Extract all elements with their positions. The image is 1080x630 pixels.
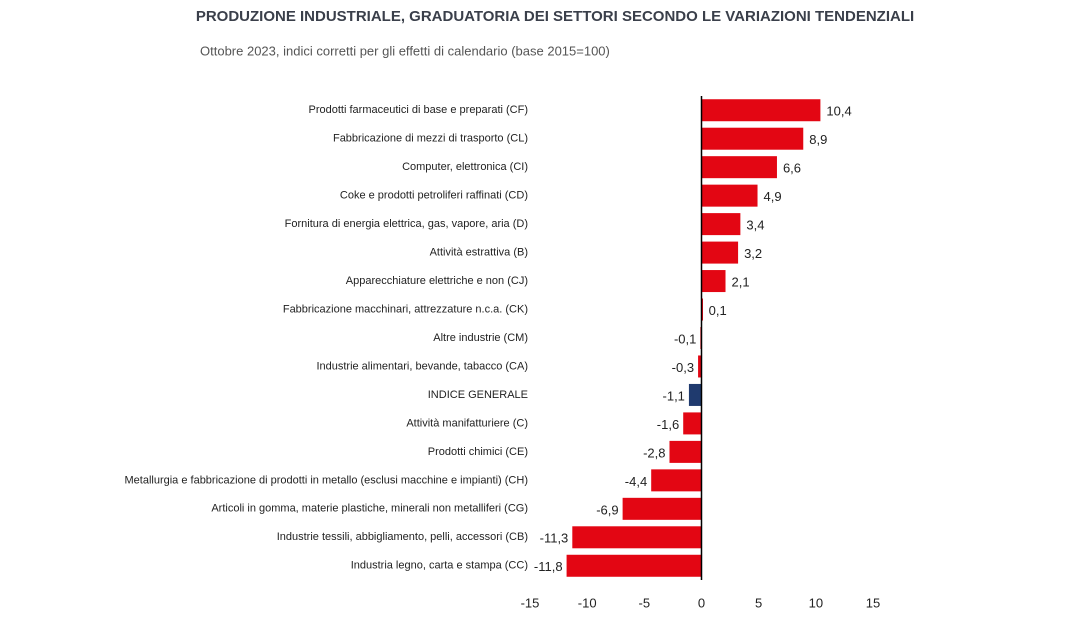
category-label: Attività estrattiva (B) — [430, 246, 528, 258]
x-tick-label: 15 — [866, 595, 880, 610]
category-label: INDICE GENERALE — [428, 389, 528, 401]
category-label: Altre industrie (CM) — [433, 332, 528, 344]
category-label: Coke e prodotti petroliferi raffinati (C… — [340, 190, 528, 202]
x-tick-label: -15 — [521, 595, 540, 610]
value-label: 3,2 — [744, 246, 762, 261]
category-label: Prodotti chimici (CE) — [428, 446, 528, 458]
category-label: Prodotti farmaceutici di base e preparat… — [309, 104, 528, 116]
value-label: 2,1 — [732, 274, 750, 289]
x-tick-label: 10 — [809, 595, 823, 610]
x-tick-label: -5 — [639, 595, 651, 610]
chart-title: PRODUZIONE INDUSTRIALE, GRADUATORIA DEI … — [196, 8, 914, 25]
x-tick-label: 0 — [698, 595, 705, 610]
bar — [701, 99, 821, 122]
value-label: 8,9 — [809, 132, 827, 147]
value-label: -1,6 — [657, 417, 679, 432]
category-label: Computer, elettronica (CI) — [402, 161, 528, 173]
bar — [701, 270, 726, 293]
bar — [688, 383, 702, 406]
value-label: 10,4 — [826, 104, 851, 119]
bar — [622, 497, 702, 520]
value-label: -0,3 — [672, 360, 694, 375]
bar — [566, 554, 702, 577]
x-tick-label: 5 — [755, 595, 762, 610]
bar — [701, 156, 777, 179]
chart-subtitle: Ottobre 2023, indici corretti per gli ef… — [200, 43, 610, 58]
category-label: Apparecchiature elettriche e non (CJ) — [346, 275, 528, 287]
x-tick-label: -10 — [578, 595, 597, 610]
value-label: -6,9 — [596, 502, 618, 517]
category-label: Metallurgia e fabbricazione di prodotti … — [124, 474, 528, 486]
value-label: 3,4 — [746, 218, 764, 233]
category-label: Industria legno, carta e stampa (CC) — [351, 560, 528, 572]
value-label: 6,6 — [783, 161, 801, 176]
bar — [698, 355, 702, 378]
category-label: Fabbricazione di mezzi di trasporto (CL) — [333, 133, 528, 145]
value-label: -11,8 — [534, 559, 563, 574]
bar — [669, 440, 702, 463]
value-label: -11,3 — [540, 531, 569, 546]
bar — [651, 469, 702, 492]
category-label: Fabbricazione macchinari, attrezzature n… — [283, 303, 528, 315]
value-label: -4,4 — [625, 474, 647, 489]
category-label: Fornitura di energia elettrica, gas, vap… — [285, 218, 528, 230]
value-label: -2,8 — [643, 445, 665, 460]
value-label: -1,1 — [663, 388, 685, 403]
value-label: 4,9 — [764, 189, 782, 204]
bar — [701, 127, 804, 150]
value-label: 0,1 — [709, 303, 727, 318]
bar — [572, 526, 702, 549]
category-label: Articoli in gomma, materie plastiche, mi… — [211, 503, 528, 515]
category-label: Industrie alimentari, bevande, tabacco (… — [316, 360, 528, 372]
category-label: Industrie tessili, abbigliamento, pelli,… — [277, 531, 528, 543]
value-label: -0,1 — [674, 331, 696, 346]
category-label: Attività manifatturiere (C) — [406, 417, 528, 429]
bar — [683, 412, 702, 435]
bar — [701, 213, 741, 236]
bar — [701, 241, 739, 264]
bar — [701, 184, 758, 207]
